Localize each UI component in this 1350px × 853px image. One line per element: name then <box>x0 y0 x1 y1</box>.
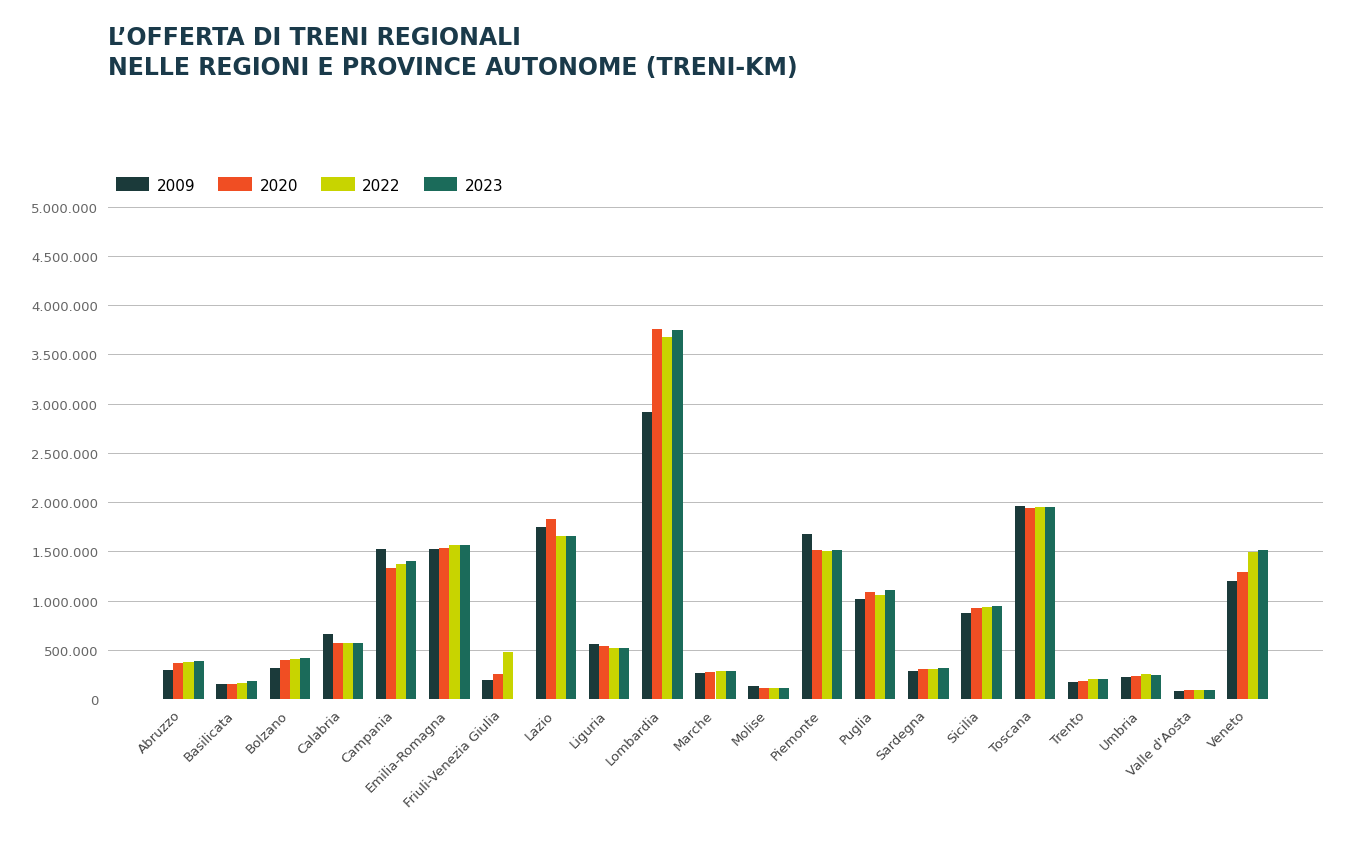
Bar <box>386 569 397 699</box>
Bar <box>482 680 493 699</box>
Bar <box>695 673 706 699</box>
Bar <box>938 669 949 699</box>
Bar <box>1174 692 1184 699</box>
Bar <box>429 548 439 699</box>
Bar <box>768 688 779 699</box>
Bar <box>333 643 343 699</box>
Bar <box>545 519 556 699</box>
Bar <box>706 672 716 699</box>
Bar <box>377 548 386 699</box>
Bar <box>599 647 609 699</box>
Bar <box>981 607 992 699</box>
Bar <box>536 527 545 699</box>
Text: L’OFFERTA DI TRENI REGIONALI
NELLE REGIONI E PROVINCE AUTONOME (TRENI-KM): L’OFFERTA DI TRENI REGIONALI NELLE REGIO… <box>108 26 798 80</box>
Bar <box>832 550 842 699</box>
Bar <box>1088 679 1098 699</box>
Bar <box>406 561 417 699</box>
Bar <box>247 682 256 699</box>
Bar <box>609 648 620 699</box>
Bar <box>1045 508 1054 699</box>
Bar <box>270 668 279 699</box>
Bar <box>918 669 929 699</box>
Bar <box>343 643 354 699</box>
Bar <box>822 552 832 699</box>
Bar <box>1195 690 1204 699</box>
Bar <box>748 687 759 699</box>
Bar <box>1014 507 1025 699</box>
Bar <box>759 688 768 699</box>
Bar <box>1258 551 1268 699</box>
Bar <box>929 669 938 699</box>
Bar <box>1238 572 1247 699</box>
Bar <box>716 671 725 699</box>
Bar <box>1034 508 1045 699</box>
Bar <box>459 545 470 699</box>
Bar <box>173 663 184 699</box>
Bar <box>227 685 236 699</box>
Bar <box>566 536 576 699</box>
Bar <box>290 659 300 699</box>
Bar <box>300 659 310 699</box>
Bar <box>875 595 886 699</box>
Legend: 2009, 2020, 2022, 2023: 2009, 2020, 2022, 2023 <box>116 178 504 194</box>
Bar <box>886 590 895 699</box>
Bar <box>216 685 227 699</box>
Bar <box>397 565 406 699</box>
Bar <box>1025 508 1034 699</box>
Bar <box>163 670 173 699</box>
Bar <box>1204 690 1215 699</box>
Bar <box>354 643 363 699</box>
Bar <box>1152 675 1161 699</box>
Bar <box>663 337 672 699</box>
Bar <box>279 660 290 699</box>
Bar <box>643 412 652 699</box>
Bar <box>802 534 811 699</box>
Bar <box>811 551 822 699</box>
Bar <box>589 644 599 699</box>
Bar <box>909 671 918 699</box>
Bar <box>502 653 513 699</box>
Bar <box>1077 681 1088 699</box>
Bar <box>779 688 788 699</box>
Bar <box>1141 675 1152 699</box>
Bar <box>193 662 204 699</box>
Bar <box>450 545 459 699</box>
Bar <box>725 671 736 699</box>
Bar <box>672 330 683 699</box>
Bar <box>1227 582 1238 699</box>
Bar <box>992 606 1002 699</box>
Bar <box>1068 682 1077 699</box>
Bar <box>1247 553 1258 699</box>
Bar <box>439 548 450 699</box>
Bar <box>236 682 247 699</box>
Bar <box>620 648 629 699</box>
Bar <box>1098 679 1108 699</box>
Bar <box>865 592 875 699</box>
Bar <box>855 599 865 699</box>
Bar <box>493 674 502 699</box>
Bar <box>972 608 981 699</box>
Bar <box>556 536 566 699</box>
Bar <box>652 329 663 699</box>
Bar <box>1184 691 1195 699</box>
Bar <box>323 635 333 699</box>
Bar <box>961 612 972 699</box>
Bar <box>1131 676 1141 699</box>
Bar <box>1120 676 1131 699</box>
Bar <box>184 662 193 699</box>
